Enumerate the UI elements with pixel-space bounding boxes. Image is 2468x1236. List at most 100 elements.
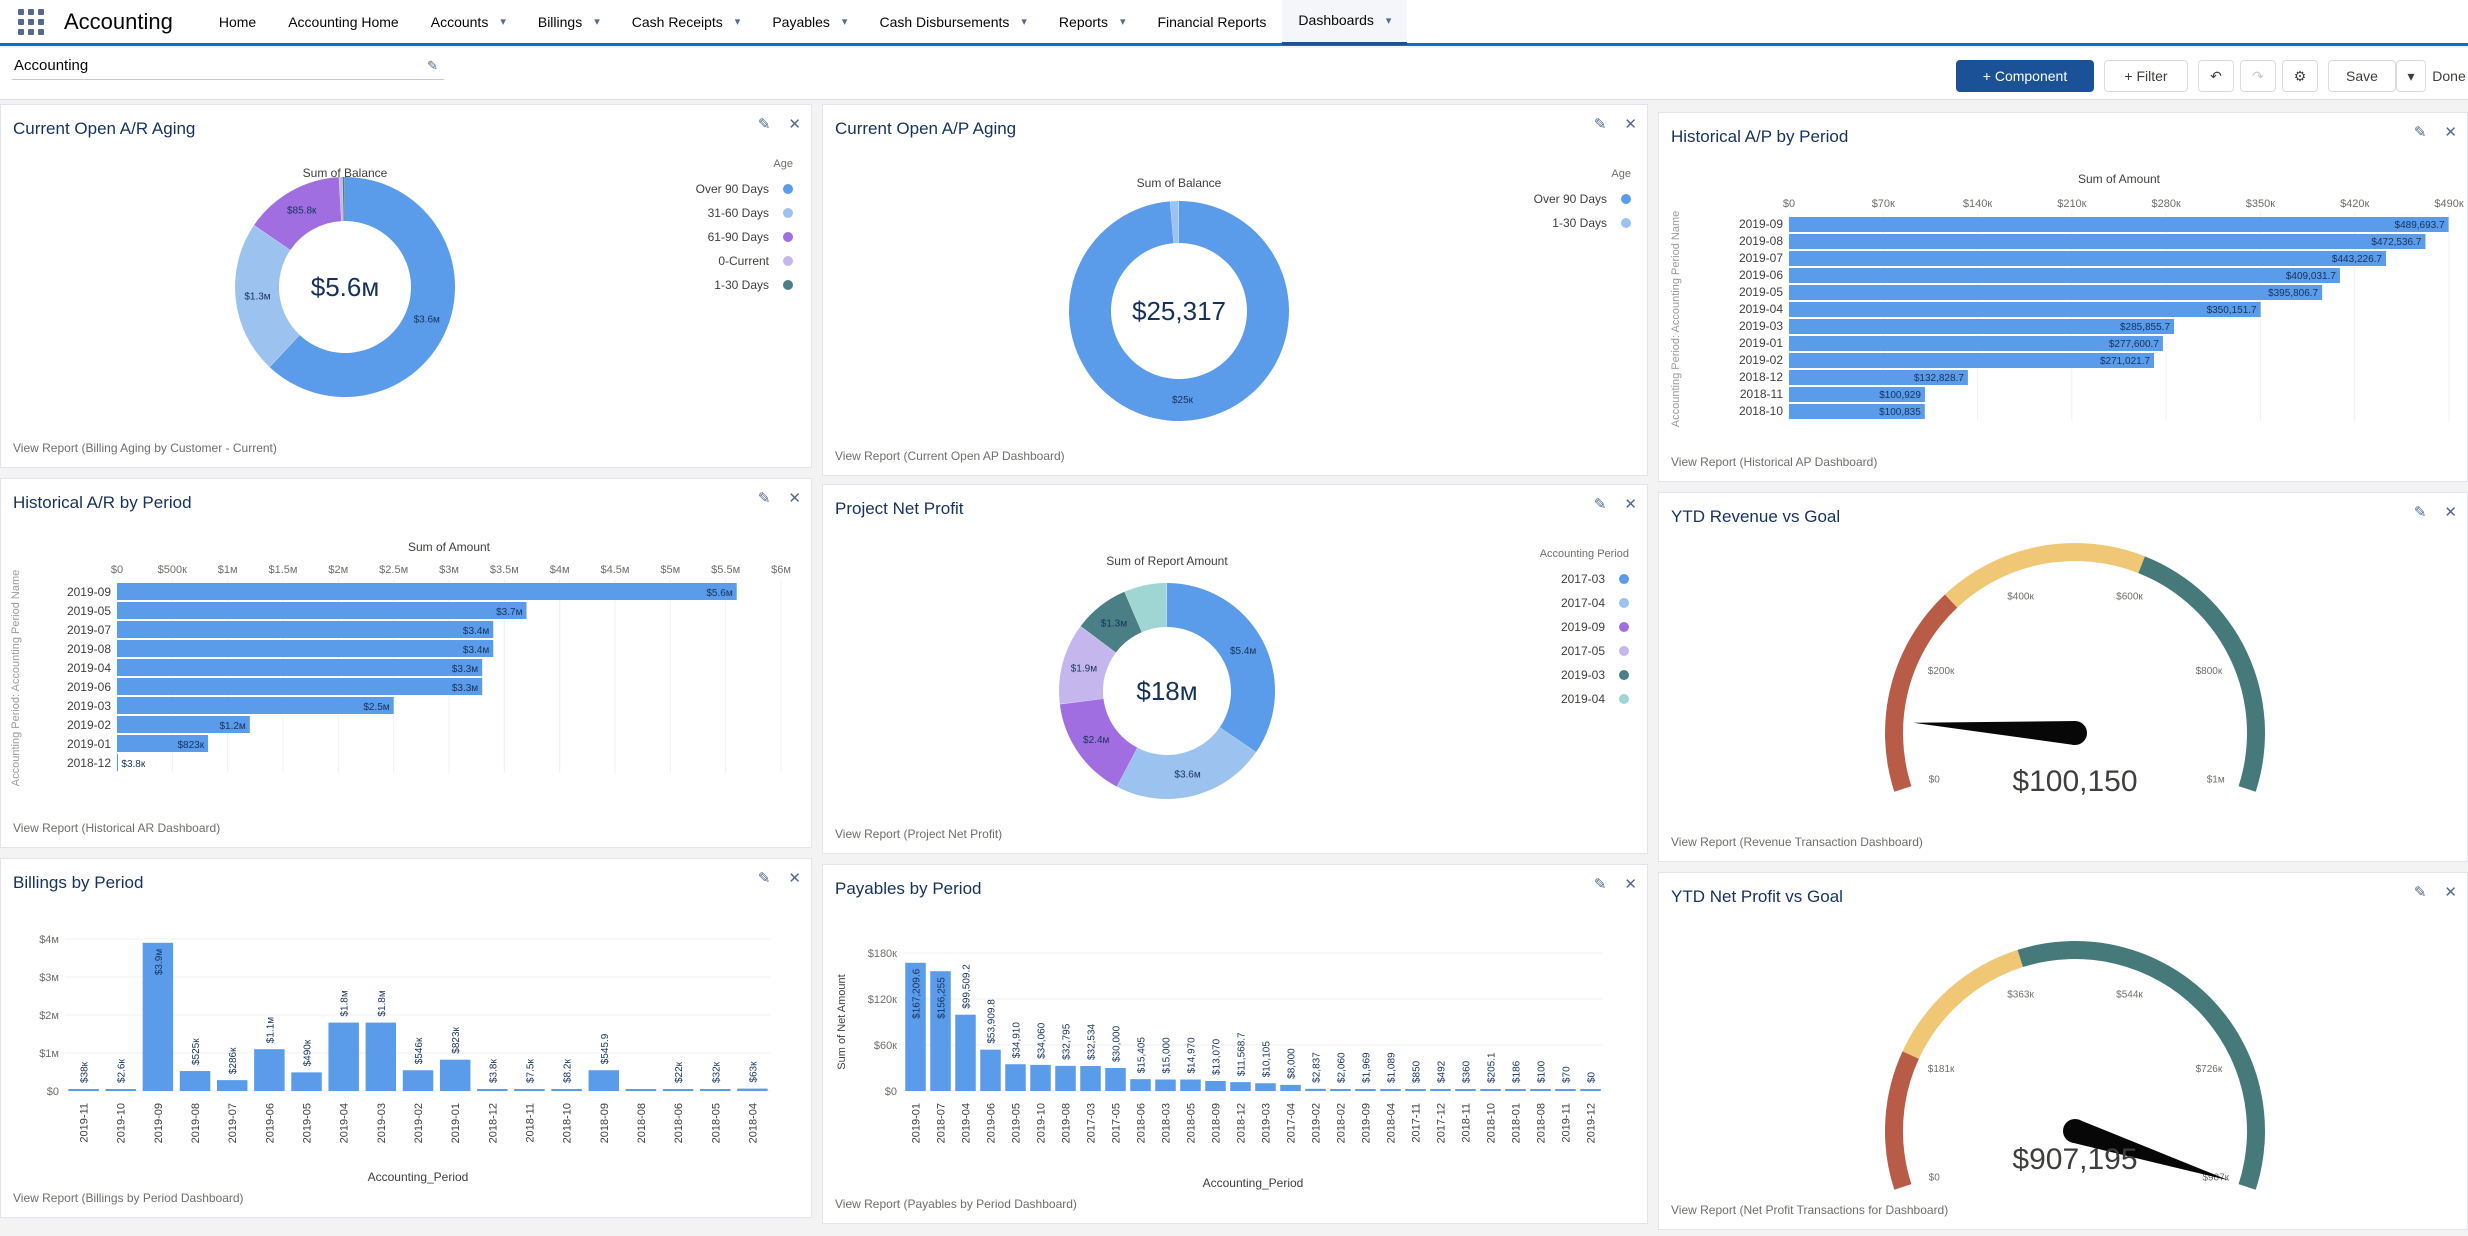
close-icon[interactable]: ✕ — [2444, 504, 2457, 521]
view-report-link[interactable]: View Report (Revenue Transaction Dashboa… — [1671, 835, 1923, 849]
edit-pencil-icon[interactable]: ✎ — [757, 870, 771, 887]
gauge-tick-label: $726к — [2196, 1064, 2223, 1075]
edit-pencil-icon[interactable]: ✎ — [1593, 116, 1607, 133]
gauge-tick-label: $0 — [1929, 775, 1941, 786]
view-report-link[interactable]: View Report (Historical AP Dashboard) — [1671, 455, 1878, 469]
app-launcher-icon[interactable] — [18, 8, 44, 35]
view-report-link[interactable]: View Report (Current Open AP Dashboard) — [835, 449, 1065, 463]
chevron-down-icon[interactable]: ▾ — [500, 16, 506, 28]
x-tick-label: 2018-12 — [487, 1103, 499, 1143]
nav-item-home[interactable]: Home — [203, 0, 272, 45]
nav-item-dashboards[interactable]: Dashboards ▾ — [1282, 0, 1408, 45]
close-icon[interactable]: ✕ — [788, 116, 801, 133]
bar — [402, 1070, 434, 1091]
edit-pencil-icon[interactable]: ✎ — [757, 490, 771, 507]
slice-label: $85.8к — [287, 205, 317, 216]
save-menu-chevron-icon[interactable]: ▾ — [2396, 60, 2426, 92]
bar — [1789, 285, 2323, 300]
close-icon[interactable]: ✕ — [2444, 124, 2457, 141]
add-component-button[interactable]: + Component — [1956, 60, 2094, 92]
bar-data-label: $156,255 — [937, 977, 948, 1019]
bar — [1355, 1089, 1376, 1091]
bar-data-label: $100,835 — [1879, 407, 1921, 418]
close-icon[interactable]: ✕ — [1624, 876, 1637, 893]
nav-item-accounting-home[interactable]: Accounting Home — [272, 0, 415, 45]
legend-label: 2019-04 — [1561, 692, 1605, 706]
nav-item-reports[interactable]: Reports ▾ — [1043, 0, 1142, 45]
x-tick-label: 2018-04 — [747, 1103, 759, 1143]
legend-swatch — [783, 232, 793, 242]
close-icon[interactable]: ✕ — [788, 870, 801, 887]
add-filter-button[interactable]: + Filter — [2104, 60, 2188, 92]
edit-pencil-icon[interactable]: ✎ — [2413, 884, 2427, 901]
edit-pencil-icon[interactable]: ✎ — [1593, 876, 1607, 893]
done-button[interactable]: Done — [2430, 60, 2468, 92]
close-icon[interactable]: ✕ — [2444, 884, 2457, 901]
dashboard-name-field[interactable]: Accounting ✎ — [12, 54, 444, 80]
view-report-link[interactable]: View Report (Project Net Profit) — [835, 827, 1003, 841]
edit-pencil-icon[interactable]: ✎ — [1593, 496, 1607, 513]
x-tick-label: 2019-01 — [911, 1103, 923, 1143]
nav-item-financial-reports[interactable]: Financial Reports — [1141, 0, 1282, 45]
panel-title: YTD Net Profit vs Goal — [1671, 887, 1843, 906]
gauge-band — [1944, 543, 2145, 608]
bar-data-label: $10,105 — [1262, 1041, 1273, 1078]
nav-item-cash-receipts[interactable]: Cash Receipts ▾ — [616, 0, 757, 45]
gauge-band — [1885, 594, 1958, 792]
y-tick-label: $1м — [39, 1048, 59, 1060]
chevron-down-icon[interactable]: ▾ — [1119, 16, 1126, 28]
redo-icon[interactable]: ↷ — [2240, 60, 2276, 92]
chevron-down-icon[interactable]: ▾ — [734, 16, 741, 28]
x-tick-label: 2019-08 — [1061, 1103, 1073, 1143]
nav-item-accounts[interactable]: Accounts ▾ — [415, 0, 522, 45]
chevron-down-icon[interactable]: ▾ — [1021, 16, 1027, 28]
view-report-link[interactable]: View Report (Billing Aging by Customer -… — [13, 441, 277, 455]
legend-label: 1-30 Days — [1552, 216, 1607, 230]
x-tick-label: $3.5м — [490, 564, 519, 576]
payables-bar-chart: $0 $60к $120к $180к Sum of Net Amount $167,20… — [836, 948, 1603, 1190]
legend-swatch — [1619, 670, 1629, 680]
view-report-link[interactable]: View Report (Payables by Period Dashboar… — [835, 1197, 1077, 1211]
close-icon[interactable]: ✕ — [788, 490, 801, 507]
view-report-link[interactable]: View Report (Billings by Period Dashboar… — [13, 1191, 244, 1205]
nav-item-label: Dashboards — [1298, 12, 1374, 28]
close-icon[interactable]: ✕ — [1624, 116, 1637, 133]
chevron-down-icon[interactable]: ▾ — [841, 16, 848, 28]
gauge-needle — [1913, 721, 2076, 745]
nav-item-payables[interactable]: Payables ▾ — [756, 0, 863, 45]
gauge-tick-label: $907к — [2202, 1173, 2229, 1184]
edit-pencil-icon[interactable]: ✎ — [427, 58, 438, 73]
y-tick-label: 2019-05 — [67, 604, 111, 618]
undo-icon[interactable]: ↶ — [2198, 60, 2234, 92]
y-tick-label: $60к — [874, 1040, 897, 1052]
bar — [117, 716, 250, 733]
x-tick-label: 2018-08 — [636, 1103, 648, 1143]
view-report-link[interactable]: View Report (Historical AR Dashboard) — [13, 821, 221, 835]
x-tick-label: 2018-01 — [1511, 1103, 1523, 1143]
bar-data-label: $395,806.7 — [2268, 288, 2318, 299]
close-icon[interactable]: ✕ — [1624, 496, 1637, 513]
chevron-down-icon[interactable]: ▾ — [1385, 14, 1392, 27]
nav-item-billings[interactable]: Billings ▾ — [522, 0, 616, 45]
bar — [1255, 1083, 1276, 1091]
x-tick-label: 2017-11 — [1411, 1103, 1423, 1143]
edit-pencil-icon[interactable]: ✎ — [2413, 124, 2427, 141]
legend-label: Over 90 Days — [696, 182, 769, 196]
ap-aging-donut-chart: Sum of Balance $25к $25,317 Age Over 90 Days… — [1069, 168, 1631, 421]
x-tick-label: 2019-02 — [413, 1103, 425, 1143]
legend-label: 2019-03 — [1561, 668, 1605, 682]
edit-pencil-icon[interactable]: ✎ — [757, 116, 771, 133]
y-tick-label: 2019-08 — [67, 642, 111, 656]
nav-item-cash-disbursements[interactable]: Cash Disbursements ▾ — [863, 0, 1042, 45]
save-button[interactable]: Save — [2328, 60, 2396, 92]
panel-title: Historical A/R by Period — [13, 493, 192, 512]
panel-project-net-profit: Project Net Profit ✎ ✕ Sum of Report Amou… — [822, 484, 1648, 854]
view-report-link[interactable]: View Report (Net Profit Transactions for… — [1671, 1203, 1949, 1217]
settings-gear-icon[interactable]: ⚙ — [2282, 60, 2318, 92]
edit-pencil-icon[interactable]: ✎ — [2413, 504, 2427, 521]
bar — [625, 1089, 657, 1091]
bar-data-label: $823к — [451, 1026, 462, 1053]
x-tick-label: 2019-04 — [339, 1103, 351, 1143]
chevron-down-icon[interactable]: ▾ — [594, 16, 600, 28]
x-axis-title: Accounting_Period — [1203, 1176, 1304, 1190]
